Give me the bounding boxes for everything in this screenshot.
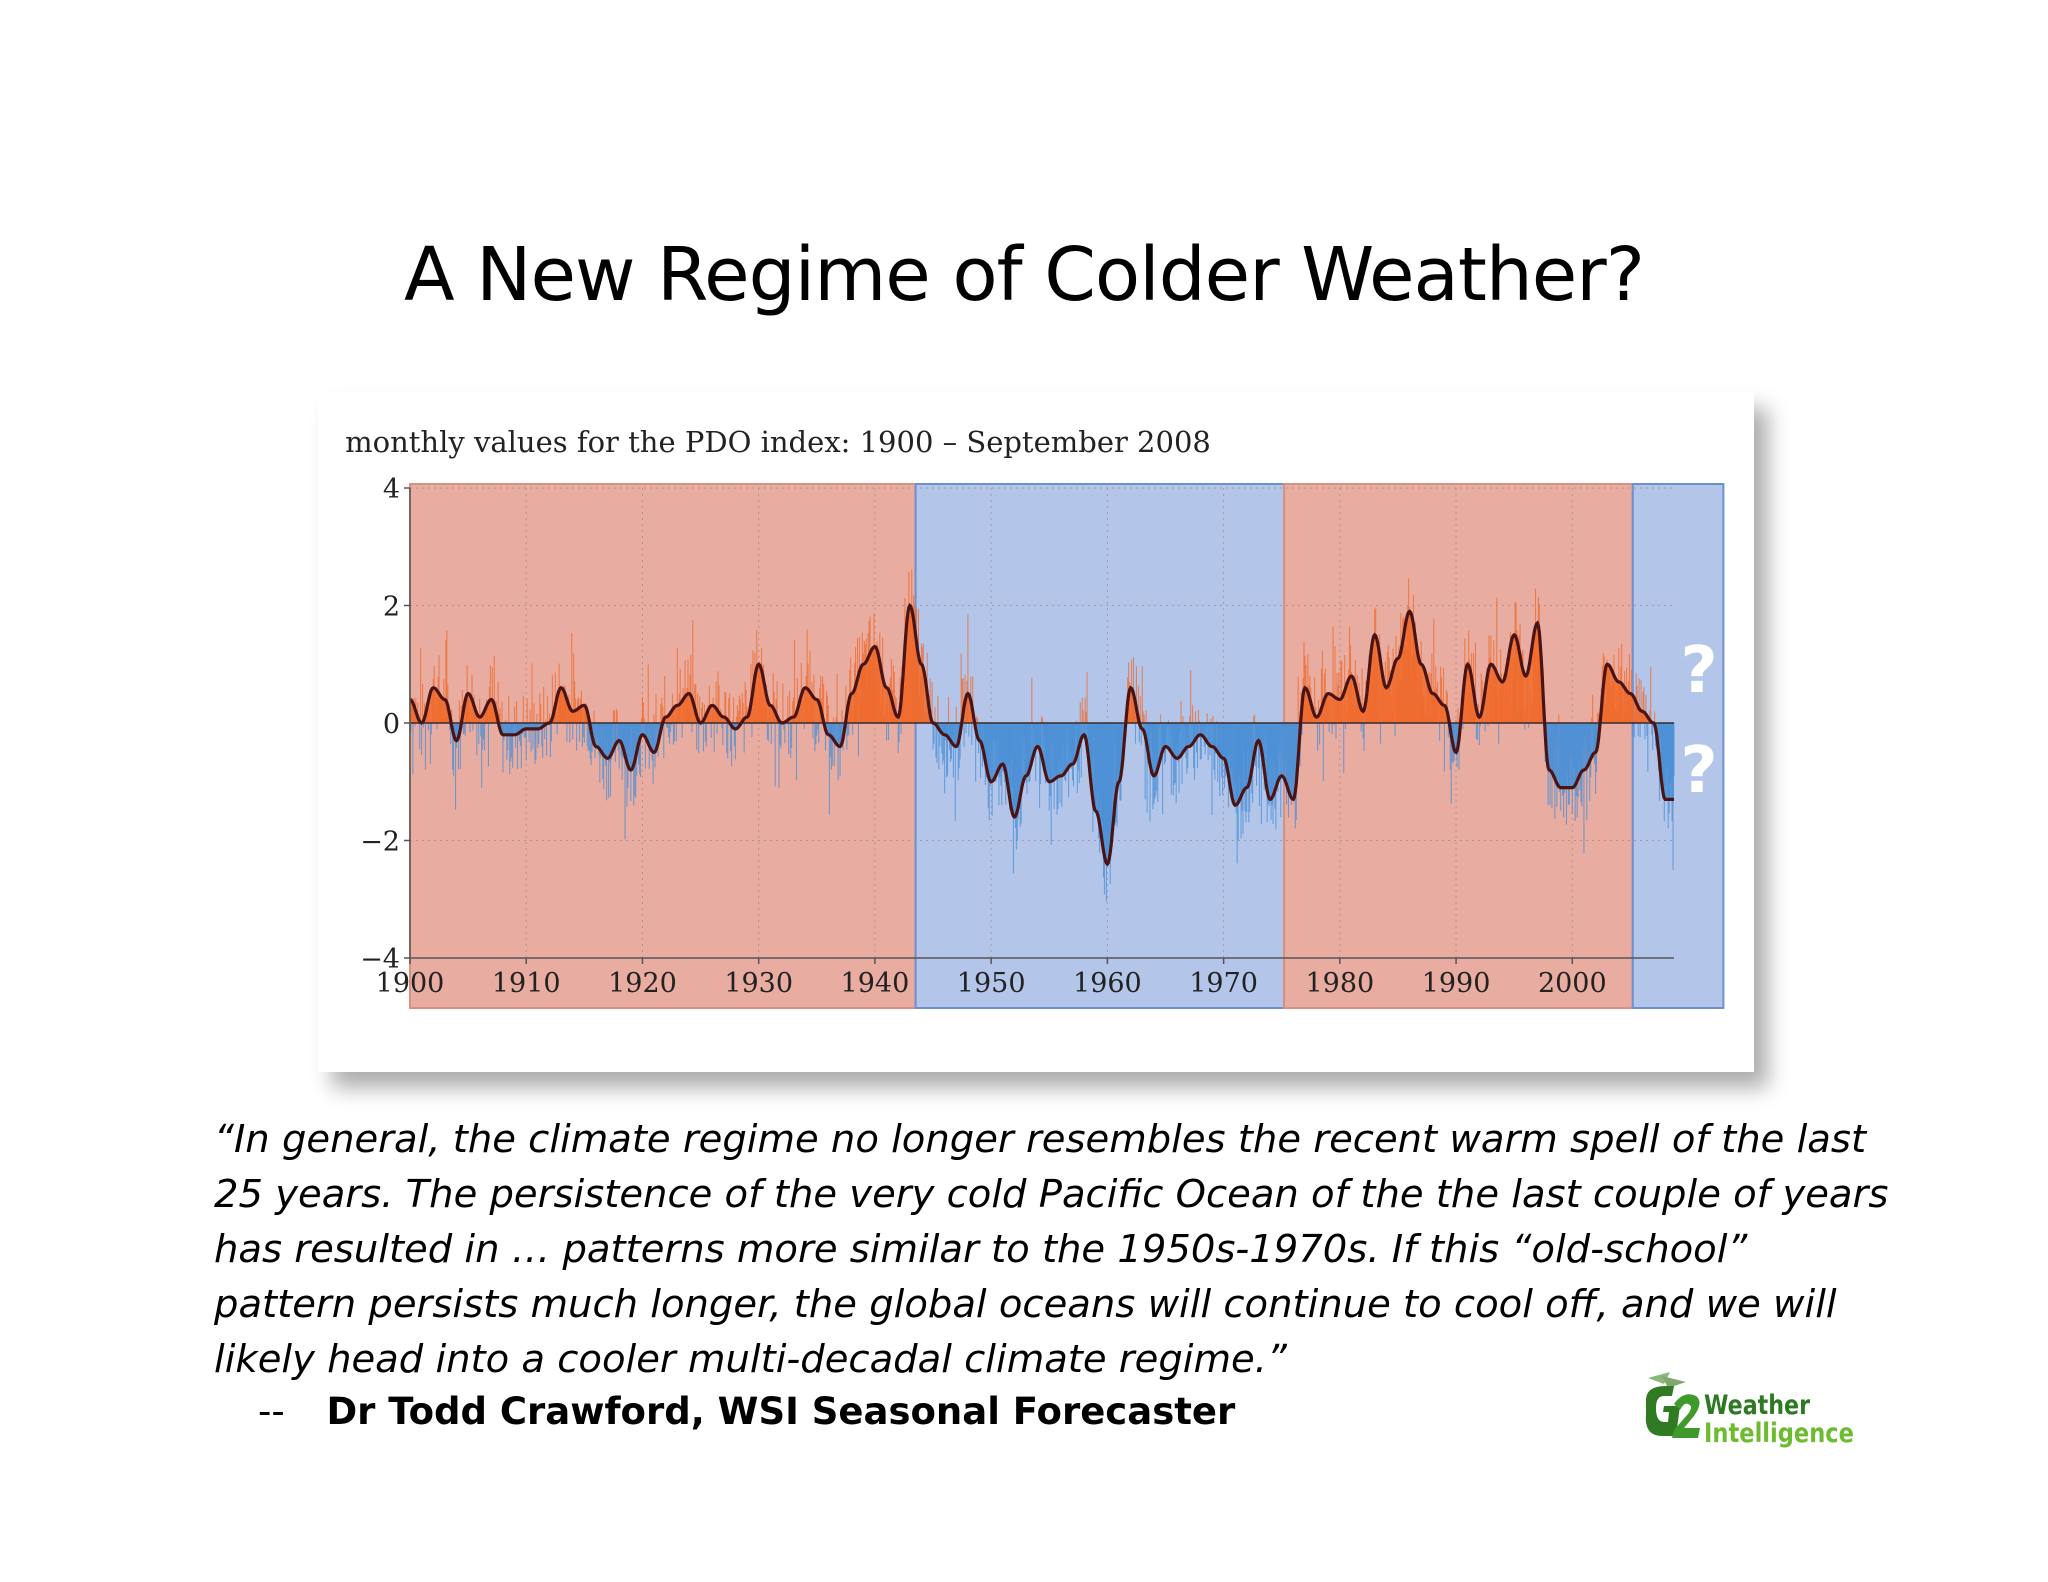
chart-title: monthly values for the PDO index: 1900 –… bbox=[345, 425, 1211, 459]
attribution: -- Dr Todd Crawford, WSI Seasonal Foreca… bbox=[258, 1390, 1235, 1433]
quote-line: likely head into a cooler multi-decadal … bbox=[214, 1337, 1287, 1382]
pdo-chart: 4 2 0 −2 −4 1900 1910 1920 1930 1940 1950 1960 1970 1… bbox=[318, 392, 1754, 1072]
quote-line: pattern persists much longer, the global… bbox=[214, 1282, 1837, 1327]
x-tick-label: 2000 bbox=[1538, 968, 1607, 999]
quote-line: “In general, the climate regime no longe… bbox=[214, 1117, 1867, 1162]
question-mark: ? bbox=[1680, 734, 1717, 808]
attribution-name: Dr Todd Crawford, WSI Seasonal Forecaste… bbox=[326, 1390, 1236, 1433]
x-tick-label: 1940 bbox=[841, 968, 910, 999]
y-tick-label: 0 bbox=[383, 709, 400, 740]
logo-line1: Weather bbox=[1704, 1390, 1811, 1421]
quote-line: 25 years. The persistence of the very co… bbox=[214, 1172, 1889, 1217]
y-tick-label: 4 bbox=[383, 474, 400, 505]
quote-line: has resulted in … patterns more similar … bbox=[214, 1227, 1748, 1272]
slide-title: A New Regime of Colder Weather? bbox=[403, 232, 1645, 318]
g2-weather-intelligence-logo: Weather Intelligence bbox=[1645, 1372, 1854, 1449]
y-tick-label: −2 bbox=[360, 827, 400, 858]
smoothed-line bbox=[409, 602, 1674, 867]
g2-logo-mark bbox=[1645, 1372, 1700, 1438]
x-tick-label: 1960 bbox=[1073, 968, 1142, 999]
question-mark: ? bbox=[1680, 634, 1717, 708]
x-tick-label: 1950 bbox=[957, 968, 1026, 999]
x-tick-label: 1900 bbox=[376, 968, 445, 999]
x-tick-label: 1990 bbox=[1422, 968, 1491, 999]
smoothed-line-layer bbox=[409, 602, 1674, 867]
x-tick-label: 1930 bbox=[724, 968, 793, 999]
x-tick-label: 1980 bbox=[1305, 968, 1374, 999]
x-tick-label: 1920 bbox=[608, 968, 677, 999]
y-tick-label: 2 bbox=[383, 592, 400, 623]
attribution-dash: -- bbox=[258, 1390, 285, 1433]
quote: “In general, the climate regime no longe… bbox=[214, 1112, 1889, 1387]
x-tick-label: 1910 bbox=[492, 968, 561, 999]
logo-line2: Intelligence bbox=[1704, 1418, 1854, 1449]
question-marks: ?? bbox=[1680, 634, 1717, 808]
x-tick-label: 1970 bbox=[1189, 968, 1258, 999]
y-tick-label: −4 bbox=[360, 944, 400, 975]
